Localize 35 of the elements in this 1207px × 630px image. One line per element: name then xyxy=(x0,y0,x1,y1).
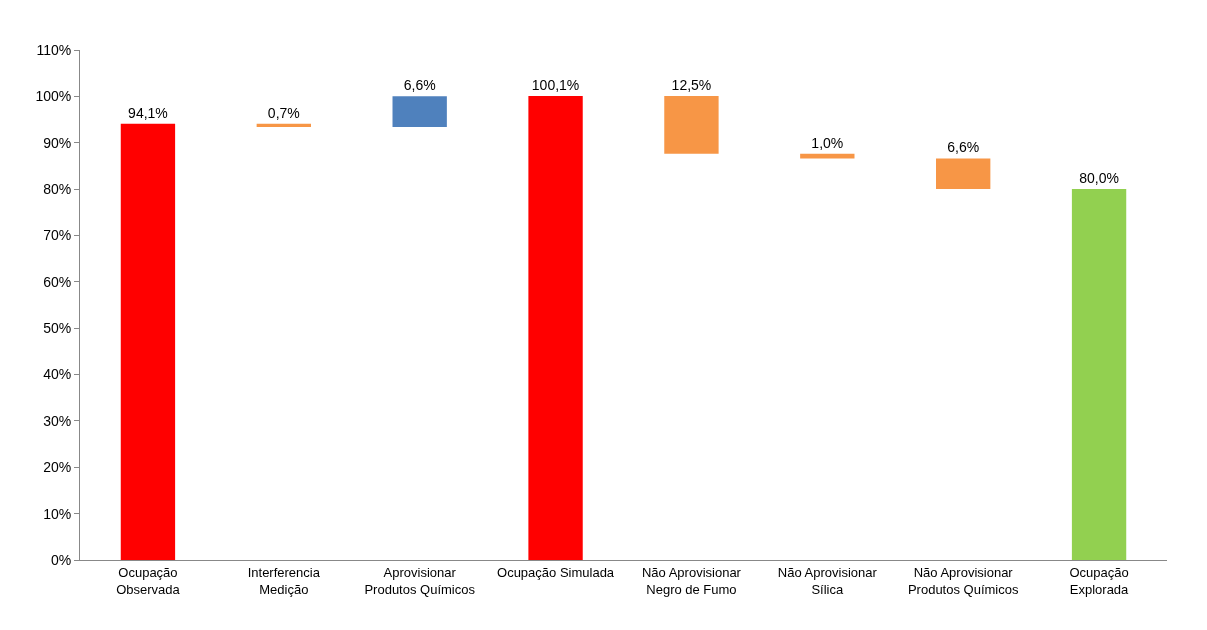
y-tick-label: 0% xyxy=(50,551,72,568)
bar xyxy=(120,123,176,560)
y-tick-label: 90% xyxy=(43,134,72,151)
y-tick-label: 50% xyxy=(43,320,72,337)
y-tick-label: 60% xyxy=(43,273,72,290)
x-tick-label: Ocupação Simulada xyxy=(497,564,615,580)
data-label: 0,7% xyxy=(267,104,300,121)
data-label: 94,1% xyxy=(128,104,168,121)
y-tick-label: 80% xyxy=(43,180,72,197)
y-tick-label: 30% xyxy=(43,412,72,429)
x-tick-label: Não Aprovisionar Sílica xyxy=(777,564,878,597)
x-tick-label: Não Aprovisionar Negro de Fumo xyxy=(641,564,742,597)
y-tick-label: 10% xyxy=(43,505,72,522)
x-tick-label: Ocupação Explorada xyxy=(1069,564,1130,597)
bar xyxy=(528,95,583,560)
data-label: 1,0% xyxy=(811,134,844,151)
x-tick-label: Aprovisionar Produtos Químicos xyxy=(364,564,476,597)
bar xyxy=(664,95,719,154)
y-tick-label: 70% xyxy=(43,227,72,244)
data-label: 12,5% xyxy=(671,76,712,93)
data-label: 100,1% xyxy=(531,76,580,93)
y-tick-label: 20% xyxy=(43,459,72,476)
x-tick-label: Ocupação Observada xyxy=(116,564,181,597)
x-tick-label: Interferencia Medição xyxy=(247,564,321,597)
y-tick-label: 110% xyxy=(36,41,72,58)
bar xyxy=(256,123,311,127)
bar xyxy=(936,158,991,190)
x-tick-label: Não Aprovisionar Produtos Químicos xyxy=(907,564,1019,597)
data-label: 6,6% xyxy=(947,139,980,156)
y-tick-label: 100% xyxy=(35,88,72,105)
y-tick-label: 40% xyxy=(43,366,72,383)
data-label: 80,0% xyxy=(1079,170,1119,187)
bar xyxy=(1071,189,1127,560)
data-label: 6,6% xyxy=(403,77,436,94)
bar xyxy=(392,96,447,127)
